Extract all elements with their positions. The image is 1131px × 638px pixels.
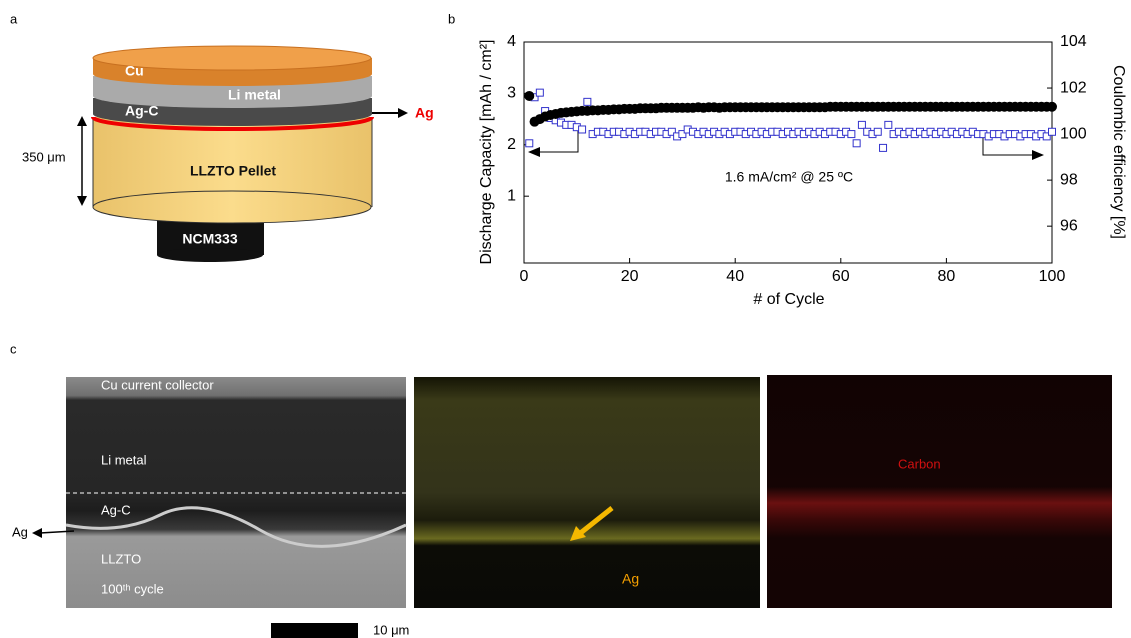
label: Carbon [898,456,941,471]
point [667,127,676,136]
arrow-head [77,196,87,206]
point [678,130,687,139]
point [884,120,893,129]
point [583,97,592,106]
point [857,120,866,129]
y2-axis-label: Coulombic efficiency [%] [1110,65,1127,239]
label: LLZTO Pellet [190,163,276,179]
label: Li metal [228,87,281,103]
arrow [39,530,75,534]
panel-label: c [10,341,17,356]
y-tick-label: 2 [507,136,516,153]
label: Ag [415,105,434,121]
x-tick-label: 40 [726,268,744,285]
arrow-head [570,526,586,541]
point [879,143,888,152]
cathode-base [157,248,263,262]
y-axis-label: Discharge Capacity [mAh / cm²] [478,40,495,265]
label: 10 μm [373,622,409,637]
label: NCM333 [182,231,237,247]
y2-tick-label: 100 [1060,125,1087,142]
x-tick-label: 100 [1039,268,1066,285]
pellet-base [92,190,372,224]
carbon-map [767,375,1112,608]
x-tick-label: 80 [938,268,956,285]
chart: # of Cycle Discharge Capacity [mAh / cm²… [478,33,1127,308]
label: Ag [12,524,28,539]
arrow [576,506,614,537]
label: Ag [622,571,639,587]
label: 100ᵗʰ cycle [101,581,164,596]
y-tick-label: 4 [507,33,516,50]
ag-interface [65,506,407,548]
cu-top [92,45,372,71]
y2-tick-label: 98 [1060,171,1078,188]
point [1047,101,1057,112]
ag-map [414,377,760,608]
point [873,127,882,136]
annotation-arrow [982,135,1036,156]
x-tick-label: 20 [621,268,639,285]
plot-frame [523,41,1053,264]
panel-label: b [448,11,455,26]
annotation-arrow [532,128,579,153]
point [1042,132,1051,141]
y-tick-label: 1 [507,187,516,204]
point [847,130,856,139]
cell-diagram: Cu Li metal Ag-C LLZTO Pellet NCM333 Ag … [22,45,434,262]
label: Cu current collector [101,377,214,392]
panel-label: a [10,11,18,26]
scale-bar [271,623,358,638]
point [535,88,544,97]
arrow-head [528,147,540,157]
label: Ag-C [101,502,131,517]
label: 350 μm [22,149,66,164]
arrow-head [1032,150,1044,160]
y2-tick-label: 102 [1060,79,1087,96]
micrographs: Cu current collector Li metal Ag-C LLZTO… [12,375,1112,638]
x-tick-label: 60 [832,268,850,285]
point [525,139,534,148]
y-tick-label: 3 [507,85,516,102]
label: LLZTO [101,551,141,566]
ag-layer [91,116,374,132]
y2-tick-label: 96 [1060,217,1078,234]
point [524,90,535,101]
point [852,139,861,148]
arrow-head [398,108,408,118]
annotation: 1.6 mA/cm² @ 25 ºC [725,169,853,185]
arrow-head [32,528,42,538]
x-tick-label: 0 [520,268,529,285]
label: Ag-C [125,103,158,119]
y2-tick-label: 104 [1060,33,1087,50]
label: Cu [125,63,144,79]
x-axis-label: # of Cycle [753,291,824,308]
point [578,125,587,134]
point [1048,127,1056,136]
arrow-head [77,116,87,126]
label: Li metal [101,452,147,467]
